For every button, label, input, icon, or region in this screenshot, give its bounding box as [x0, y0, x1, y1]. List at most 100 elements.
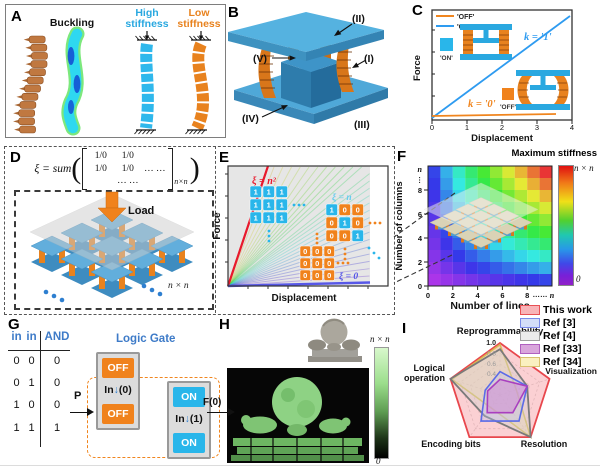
matrix-bracket-right [168, 148, 174, 190]
xi-min-label: ξ = 0 [339, 271, 358, 282]
unit-cell-column [179, 250, 185, 263]
heatmap-cell [502, 238, 515, 251]
fea-stress-spot [67, 47, 75, 65]
encoded-stiffness-image [227, 368, 369, 463]
badge-value: 1 [343, 219, 347, 228]
matrix-bracket-left [82, 148, 88, 190]
heatmap-cell [539, 238, 553, 251]
state-on-badge [249, 211, 262, 224]
spine-illustration [13, 35, 48, 134]
ellipsis-dot [267, 234, 271, 238]
low-stiffness-label-line2: stiffness [177, 18, 220, 30]
f-x-tick: 2 [451, 291, 455, 300]
heatmap-title: Maximum stiffness [511, 148, 597, 159]
badge-value: 0 [343, 232, 347, 241]
heatmap-cell [502, 274, 515, 287]
panel-e-plot: 1 1 11 1 11 1 1 1 0 00 1 00 0 1 0 0 00 0 00 0 0 ξ = n² ξ =… [212, 165, 389, 304]
heatmap-cell [527, 262, 540, 275]
badge-value: 0 [356, 206, 360, 215]
matrix-ellipsis-dots [267, 203, 382, 265]
spine-vertebra [19, 101, 37, 109]
heatmap-cell [539, 178, 553, 191]
spine-process [23, 38, 30, 42]
unit-cell-column [119, 276, 125, 289]
support-hatch-icon [134, 129, 156, 135]
matrix-cell: … … [144, 163, 166, 174]
inset-column [448, 230, 451, 236]
state-off-badge [299, 245, 311, 257]
k0-line [431, 113, 557, 117]
heatmap-cell [527, 178, 540, 191]
panel-label-f: F [397, 148, 407, 165]
dashed-box-de [4, 146, 395, 315]
axis-ticks [431, 29, 573, 124]
ellipsis-dot [343, 247, 347, 251]
state-off-badge [338, 229, 351, 242]
gate-input-value: (0) [118, 384, 132, 396]
ellipsis-dot [343, 252, 347, 256]
badge-value: 0 [327, 271, 331, 280]
f-y-tick: 8 [418, 186, 422, 195]
x-tick-3: 3 [535, 123, 539, 132]
c-ylabel: Force [412, 55, 423, 81]
ellipsis-dot [367, 246, 371, 250]
legend-item: Ref [34] [520, 356, 592, 369]
truth-table-cell: 0 [13, 377, 20, 390]
spine-process [25, 46, 31, 50]
truth-table-cell: 1 [53, 421, 61, 434]
fan-line [227, 180, 370, 287]
axis-ticks [424, 189, 528, 290]
heatmap-cell [428, 166, 441, 179]
unit-cell-column [59, 250, 65, 263]
axis-resolution: Resolution [521, 439, 568, 449]
unit-cell-column [129, 263, 135, 276]
truth-table-cell: 0 [13, 355, 20, 367]
legend-swatch [520, 304, 540, 315]
heatmap-cell [539, 226, 553, 239]
fan-line [227, 166, 354, 287]
panel-label-g: G [8, 316, 20, 333]
formula-lhs: ξ = sum [34, 163, 72, 175]
stiffness-matrix-formula: ξ = sum ( 1/0 1/0 1/0 1/0 … … … … n×n ) [22, 148, 212, 190]
f-y-tick: n [418, 165, 423, 174]
state-off-badge [351, 203, 364, 216]
truth-table-cell: 1 [13, 421, 20, 434]
heatmap-cell [465, 250, 478, 263]
legend-item: This work [520, 303, 592, 316]
state-off-badge [311, 245, 323, 257]
badge-value: 1 [280, 201, 284, 210]
heatmap-cell [514, 178, 528, 191]
heatmap-cell [477, 166, 491, 179]
heatmap-cell [490, 250, 503, 263]
on-state-marker [440, 38, 453, 51]
high-stiffness-column [140, 43, 154, 129]
heatmap-cell [502, 178, 515, 191]
badge-value: 1 [267, 214, 271, 223]
state-off-badge [338, 203, 351, 216]
legend-label: Ref [4] [543, 329, 576, 342]
unit-cell-column [149, 263, 155, 276]
heatmap-cell [539, 166, 553, 179]
x-tick-0: 0 [430, 123, 434, 132]
heatmap-frame [427, 165, 553, 287]
badge-value: 1 [280, 214, 284, 223]
ellipsis-dot [346, 261, 350, 265]
fan-line [227, 166, 345, 287]
gate-input-value: (1) [189, 413, 203, 425]
arrowhead-icon [334, 29, 342, 36]
inset-column [487, 236, 490, 243]
high-stiffness-label-line1: High [135, 7, 158, 19]
x-tick-4: 4 [570, 123, 574, 132]
f-x-tick: 6 [500, 291, 504, 300]
heatmap-cell [477, 262, 491, 275]
radar-tick-0.6: 0.6 [487, 361, 496, 368]
arrowhead-icon [87, 408, 94, 416]
radar-series-ref-4- [449, 348, 532, 439]
part-label-II: (II) [352, 13, 365, 25]
axis-reprogrammability: Reprogrammability [457, 326, 544, 337]
part-label-I: (I) [364, 53, 374, 65]
matrix-cell: 1/0 [121, 163, 134, 174]
ellipsis-dot [297, 203, 301, 207]
f-x-tick: 4 [476, 291, 481, 300]
